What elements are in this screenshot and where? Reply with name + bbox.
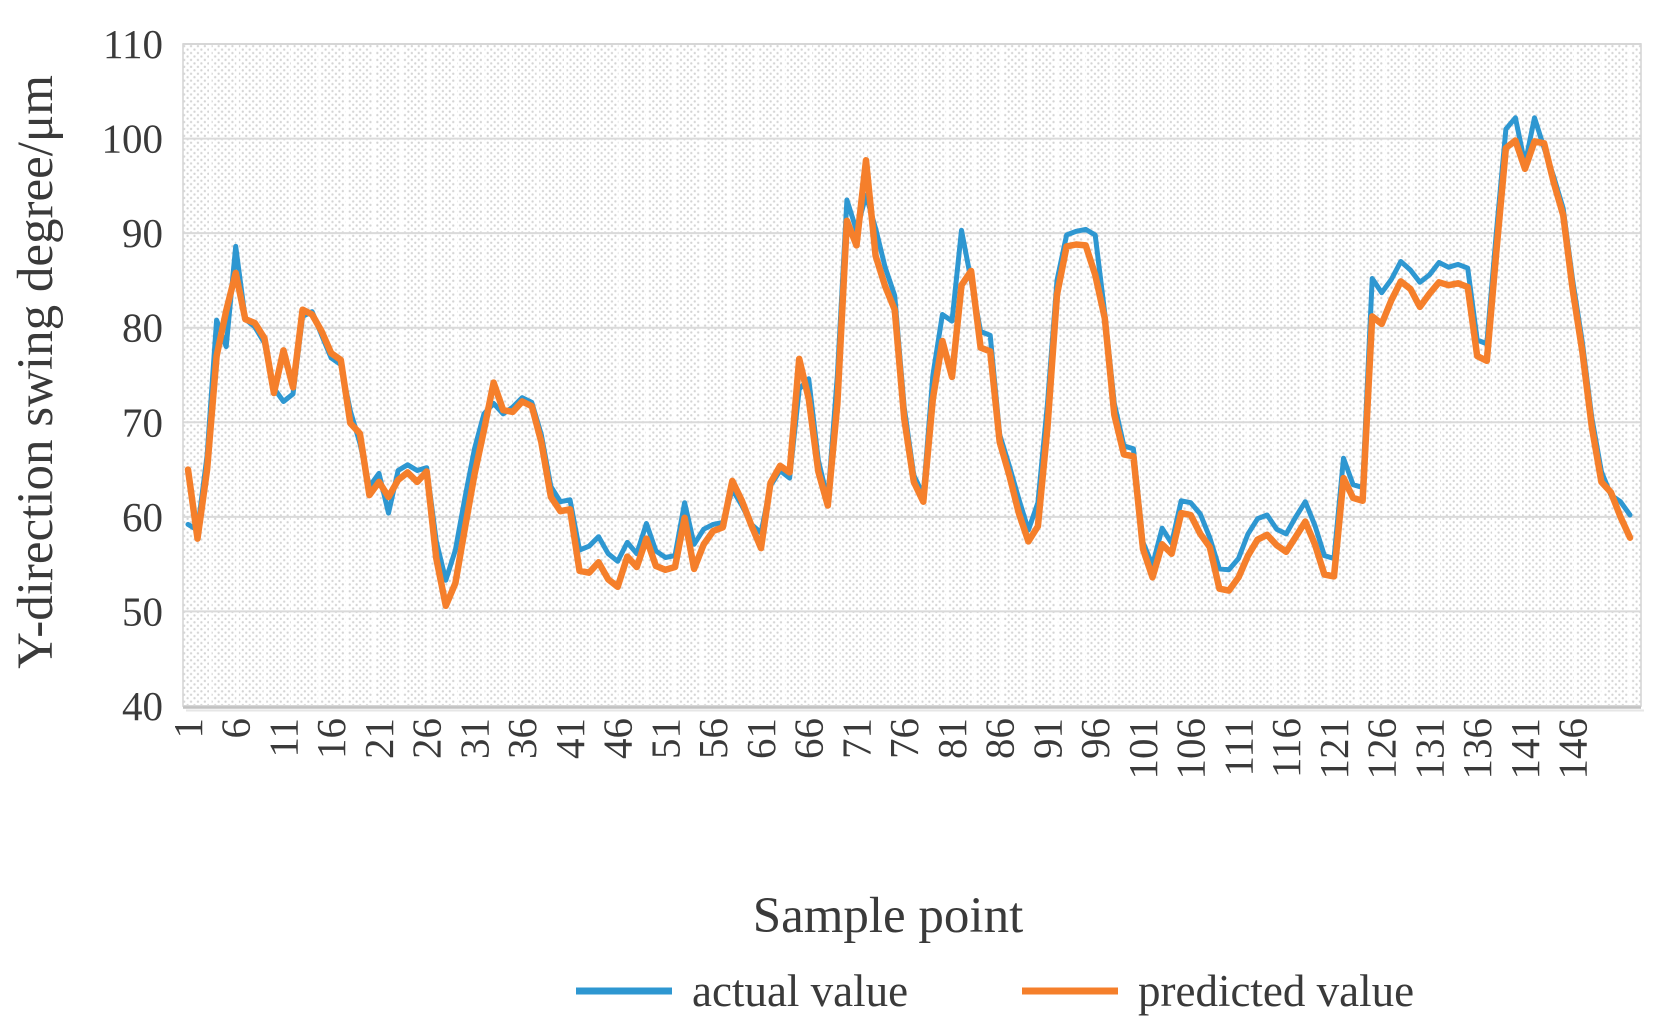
x-tick-label: 121 <box>1311 718 1357 780</box>
x-tick-label: 106 <box>1168 718 1214 780</box>
x-tick-label: 36 <box>499 718 545 759</box>
y-tick-label: 100 <box>102 116 164 162</box>
x-axis-title: Sample point <box>753 888 1024 944</box>
y-axis-tick-labels: 40 50 60 70 80 90 100 110 <box>102 21 164 729</box>
y-tick-label: 110 <box>103 21 163 67</box>
x-tick-label: 31 <box>451 718 497 759</box>
plot-hatch-pattern <box>183 44 1641 706</box>
x-tick-label: 16 <box>308 718 354 759</box>
x-tick-label: 46 <box>595 718 641 759</box>
x-tick-label: 56 <box>690 718 736 759</box>
y-axis-title: Y-direction swing degree/μm <box>8 75 64 669</box>
x-tick-label: 71 <box>833 718 879 759</box>
y-tick-label: 90 <box>122 210 163 256</box>
x-tick-label: 116 <box>1263 718 1309 778</box>
y-tick-label: 70 <box>122 399 163 445</box>
x-tick-label: 21 <box>356 718 402 759</box>
x-tick-label: 11 <box>260 718 306 757</box>
x-tick-label: 41 <box>547 718 593 759</box>
x-tick-label: 86 <box>977 718 1023 759</box>
y-tick-label: 50 <box>122 588 163 634</box>
x-tick-label: 6 <box>213 718 259 739</box>
x-tick-label: 61 <box>738 718 784 759</box>
x-tick-label: 81 <box>929 718 975 759</box>
x-tick-label: 136 <box>1454 718 1500 780</box>
x-tick-label: 66 <box>786 718 832 759</box>
x-tick-label: 91 <box>1024 718 1070 759</box>
legend-predicted-label: predicted value <box>1138 966 1414 1016</box>
x-tick-label: 141 <box>1502 718 1548 780</box>
x-tick-label: 146 <box>1550 718 1596 780</box>
y-tick-label: 60 <box>122 494 163 540</box>
hatch-band-stripes <box>209 44 1632 706</box>
x-tick-label: 101 <box>1120 718 1166 780</box>
x-tick-label: 1 <box>165 718 211 739</box>
legend: actual value predicted value <box>576 966 1414 1016</box>
x-tick-label: 51 <box>642 718 688 759</box>
y-tick-label: 40 <box>122 683 163 729</box>
x-tick-label: 131 <box>1406 718 1452 780</box>
predicted-value-line <box>184 137 1634 610</box>
x-axis-tick-labels: 1 6 11 16 21 26 31 36 41 46 51 56 61 66 71 76 81 86 91 96 10… <box>165 718 1596 780</box>
x-tick-label: 96 <box>1072 718 1118 759</box>
legend-actual-label: actual value <box>692 966 908 1016</box>
x-tick-label: 126 <box>1359 718 1405 780</box>
x-tick-label: 26 <box>404 718 450 759</box>
x-tick-label: 111 <box>1215 718 1261 776</box>
x-tick-label: 76 <box>881 718 927 759</box>
plot-border <box>182 43 1642 707</box>
y-tick-label: 80 <box>122 305 163 351</box>
series-lines <box>184 115 1634 610</box>
